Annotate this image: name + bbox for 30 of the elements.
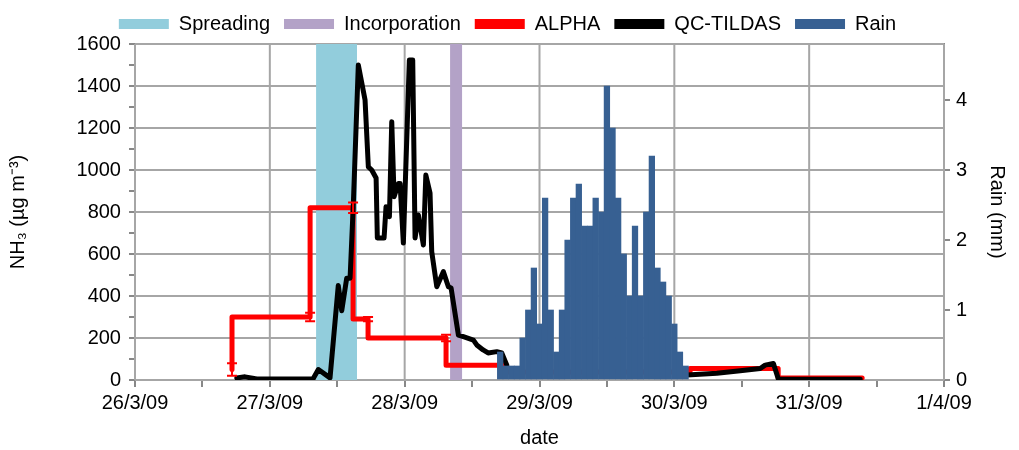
x-tick-label: 27/3/09 [236,390,304,413]
x-tick-label: 1/4/09 [916,390,972,413]
x-axis-title: date [520,425,559,448]
x-tick-label: 26/3/09 [101,390,169,413]
x-tick-label: 30/3/09 [640,390,708,413]
y2-tick-label: 0 [956,367,968,390]
y-axis-title: NH₃ (µg m⁻³) [5,154,28,270]
y2-axis-title: Rain (mm) [987,165,1010,259]
y2-tick-label: 4 [956,87,968,110]
x-tick-label: 31/3/09 [775,390,843,413]
y2-tick-label: 3 [956,157,968,180]
y-tick-label: 400 [87,283,121,306]
x-tick-label: 28/3/09 [371,390,439,413]
legend-label: ALPHA [534,11,602,34]
y-tick-label: 200 [87,325,121,348]
y-tick-label: 600 [87,241,121,264]
y-tick-label: 1200 [76,115,121,138]
x-tick-label: 29/3/09 [506,390,573,413]
y-tick-label: 1600 [76,31,121,54]
y-tick-label: 1400 [76,73,121,96]
y2-tick-label: 2 [956,227,968,250]
legend-label: Rain [855,11,897,34]
legend-label: Spreading [178,11,271,34]
y-tick-label: 1000 [76,157,121,180]
legend-label: Incorporation [344,11,461,34]
y2-tick-label: 1 [956,297,968,320]
y-tick-label: 0 [109,367,121,390]
legend-label: QC-TILDAS [674,11,782,34]
y-tick-label: 800 [87,199,121,222]
bar [497,351,504,380]
